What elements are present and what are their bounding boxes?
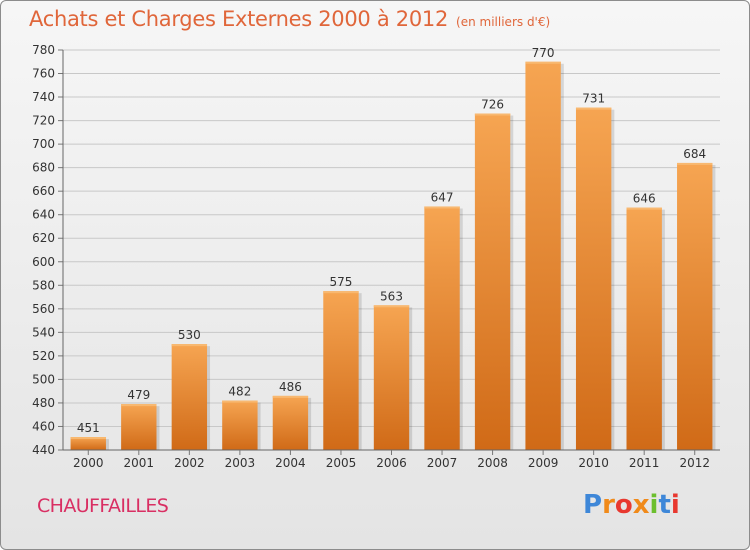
bar-top-highlight	[575, 107, 612, 110]
bar-top-highlight	[373, 305, 410, 308]
x-tick-label: 2007	[427, 456, 458, 470]
x-tick-label: 2012	[679, 456, 710, 470]
data-label: 451	[77, 421, 100, 435]
bar	[121, 404, 157, 450]
data-label: 731	[582, 92, 605, 106]
x-tick-label: 2008	[477, 456, 508, 470]
y-tick-label: 660	[32, 184, 55, 198]
bar	[373, 305, 410, 450]
y-tick-label: 600	[32, 255, 55, 269]
x-tick-label: 2002	[174, 456, 205, 470]
x-tick-label: 2001	[124, 456, 155, 470]
x-tick-label: 2009	[528, 456, 559, 470]
x-tick-label: 2005	[326, 456, 357, 470]
data-label: 563	[380, 289, 403, 303]
x-tick-label: 2003	[225, 456, 256, 470]
bar	[222, 400, 258, 450]
bar	[626, 207, 662, 450]
y-tick-label: 620	[32, 231, 55, 245]
chart-unit-note: (en milliers d'€)	[456, 15, 551, 29]
bar-top-highlight	[70, 437, 106, 440]
bar	[171, 344, 208, 450]
bar-top-highlight	[677, 162, 713, 165]
commune-name: CHAUFFAILLES	[37, 495, 169, 517]
data-label: 486	[279, 380, 302, 394]
bar	[272, 395, 309, 450]
y-tick-label: 780	[32, 43, 55, 57]
bar	[70, 437, 106, 450]
bar-top-highlight	[525, 61, 561, 64]
data-label: 575	[330, 275, 353, 289]
bar-top-highlight	[323, 291, 359, 294]
y-tick-label: 640	[32, 208, 55, 222]
y-tick-label: 740	[32, 90, 55, 104]
bar-top-highlight	[272, 395, 309, 398]
bar-top-highlight	[626, 207, 662, 210]
y-tick-label: 460	[32, 419, 55, 433]
data-label: 479	[127, 388, 150, 402]
x-tick-label: 2000	[73, 456, 104, 470]
y-tick-label: 700	[32, 137, 55, 151]
bar-top-highlight	[424, 206, 460, 209]
chart-title-row: Achats et Charges Externes 2000 à 2012 (e…	[29, 7, 550, 31]
y-tick-label: 500	[32, 372, 55, 386]
x-tick-label: 2011	[629, 456, 660, 470]
x-tick-label: 2004	[275, 456, 306, 470]
proxiti-logo: Proxiti	[583, 490, 680, 520]
bar	[575, 107, 612, 450]
y-tick-label: 680	[32, 161, 55, 175]
y-tick-label: 480	[32, 396, 55, 410]
data-label: 770	[532, 46, 555, 60]
y-tick-label: 560	[32, 302, 55, 316]
y-tick-label: 540	[32, 325, 55, 339]
chart-title: Achats et Charges Externes 2000 à 2012	[29, 7, 449, 31]
bar-top-highlight	[222, 400, 258, 403]
bar-top-highlight	[474, 113, 511, 116]
y-tick-label: 580	[32, 278, 55, 292]
data-label: 684	[683, 147, 706, 161]
y-tick-label: 440	[32, 443, 55, 457]
x-tick-label: 2006	[376, 456, 407, 470]
data-label: 647	[431, 190, 454, 204]
y-tick-label: 520	[32, 349, 55, 363]
bar	[525, 61, 561, 450]
x-tick-label: 2010	[578, 456, 609, 470]
data-label: 646	[633, 192, 656, 206]
data-label: 482	[228, 385, 251, 399]
bar	[677, 162, 713, 451]
bar	[474, 113, 511, 450]
bar-top-highlight	[121, 404, 157, 407]
bar	[424, 206, 460, 450]
data-label: 530	[178, 328, 201, 342]
bar-top-highlight	[171, 344, 208, 347]
y-tick-label: 760	[32, 67, 55, 81]
y-tick-label: 720	[32, 114, 55, 128]
data-label: 726	[481, 98, 504, 112]
bar	[323, 291, 359, 450]
